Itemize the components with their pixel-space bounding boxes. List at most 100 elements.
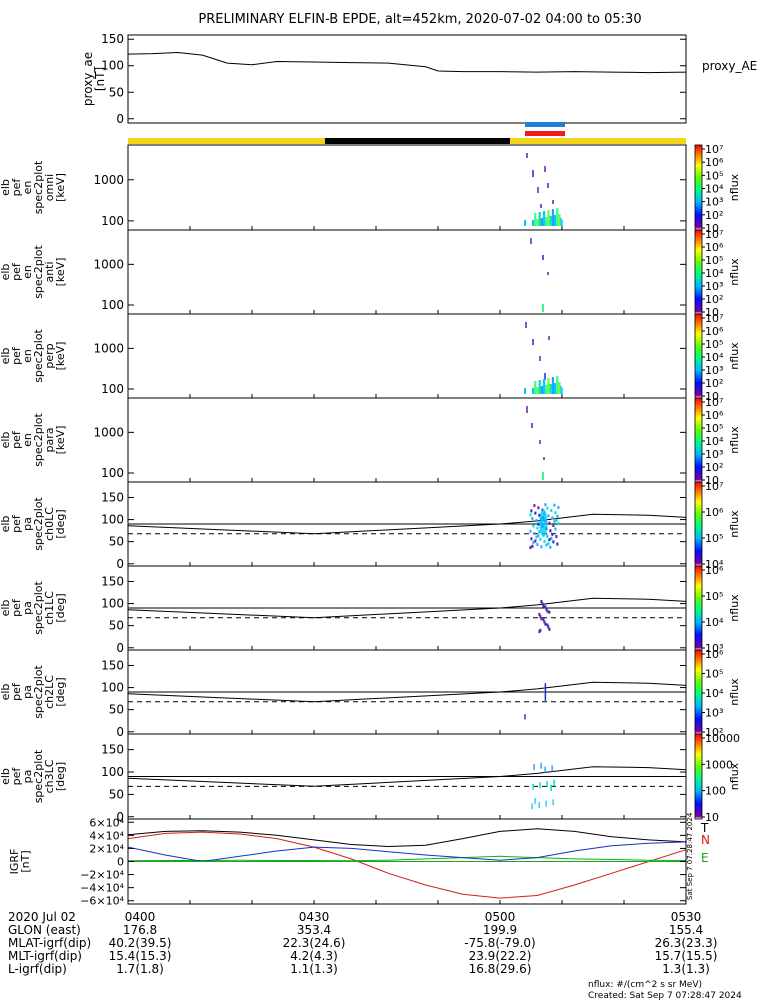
panel-ch2LC: 0 50 100 150 elbpefpaspec2plotch2LC[deg] 10² 1… bbox=[0, 648, 741, 739]
igrf-legend-letter: E bbox=[701, 851, 709, 865]
colorbar-tick-label: 10 bbox=[705, 222, 719, 235]
panel-ylabel-line: [keV] bbox=[54, 173, 67, 202]
spectrum-cell bbox=[536, 387, 539, 394]
y-tick-label: −6×10⁴ bbox=[80, 895, 124, 908]
colorbar-tick-label: 10⁶ bbox=[705, 156, 724, 169]
colorbar-tick-label: 10⁵ bbox=[705, 532, 723, 545]
col1-glon: 353.4 bbox=[297, 923, 331, 937]
y-tick-label: 1000 bbox=[93, 173, 124, 187]
col2-glon: 199.9 bbox=[483, 923, 517, 937]
panel-omni: 1001000elbpefenspec2plotomni[keV]1010²10… bbox=[0, 143, 741, 235]
pitch-angle-cell bbox=[529, 546, 532, 550]
spectrum-cell bbox=[547, 378, 550, 394]
pitch-angle-cell bbox=[544, 605, 547, 609]
x-label-date: 2020 Jul 02 bbox=[8, 910, 76, 924]
colorbar-tick-label: 10³ bbox=[705, 448, 723, 461]
spectrum-cell bbox=[549, 384, 552, 394]
science-zone-red bbox=[525, 131, 565, 136]
colorbar-tick-label: 10³ bbox=[705, 707, 723, 720]
panel-ylabel-line: anti bbox=[43, 261, 56, 282]
col2-time: 0500 bbox=[485, 910, 516, 924]
y-tick-label: 50 bbox=[109, 535, 124, 549]
col3-mlt: 15.7(15.5) bbox=[655, 949, 718, 963]
y-tick-label: 50 bbox=[109, 619, 124, 633]
shadow-bar bbox=[325, 138, 510, 144]
colorbar-tick-label: 10³ bbox=[705, 364, 723, 377]
pitch-angle-cell bbox=[553, 520, 556, 524]
pitch-angle-cell bbox=[537, 522, 540, 526]
spectrum-cell bbox=[558, 382, 561, 394]
col1-time: 0430 bbox=[299, 910, 330, 924]
panel-frame bbox=[127, 397, 687, 483]
panel-ylabel-line: pef bbox=[10, 767, 23, 786]
spectrum-cell bbox=[551, 377, 554, 394]
colorbar bbox=[694, 397, 703, 483]
spectrum-cell bbox=[556, 376, 559, 394]
y-tick-label: 100 bbox=[101, 597, 124, 611]
pitch-angle-cell bbox=[530, 537, 533, 541]
spectrum-cell bbox=[524, 388, 526, 394]
pitch-angle-cell bbox=[540, 762, 542, 769]
panel-ylabel-line: spec2plot bbox=[32, 665, 45, 719]
panel-para: 1001000elbpefenspec2plotpara[keV]1010²10… bbox=[0, 396, 741, 487]
colorbar-tick-label: 10⁷ bbox=[705, 228, 723, 241]
spectrum-cell bbox=[532, 220, 535, 226]
igrf-legend-letter: T bbox=[700, 821, 709, 835]
x-label-mlt: MLT-igrf(dip) bbox=[8, 949, 82, 963]
panel-frame bbox=[127, 144, 687, 231]
ae-ylabel-line: proxy_ae bbox=[81, 52, 95, 106]
col0-glon: 176.8 bbox=[123, 923, 157, 937]
pitch-angle-cell bbox=[535, 519, 538, 523]
panel-ylabel: elbpefpaspec2plotch3LC[deg] bbox=[0, 749, 67, 803]
panel-ylabel-line: [deg] bbox=[54, 509, 67, 538]
pitch-angle-cell bbox=[542, 604, 545, 608]
panel-ylabel-line: en bbox=[21, 181, 34, 195]
panel-ylabel-line: elb bbox=[0, 600, 12, 617]
colorbar-tick-label: 10⁵ bbox=[705, 169, 723, 182]
pitch-angle-cell bbox=[546, 780, 548, 787]
panel-ylabel: elbpefenspec2plotpara[keV] bbox=[0, 413, 67, 467]
pitch-angle-cell bbox=[534, 511, 537, 515]
y-tick-label: 100 bbox=[101, 298, 124, 312]
pitch-angle-cell bbox=[529, 529, 532, 533]
pitch-angle-cell bbox=[531, 803, 533, 810]
pitch-angle-cell bbox=[556, 514, 559, 518]
spectrum-cell bbox=[532, 388, 535, 394]
colorbar-tick-label: 10⁷ bbox=[705, 480, 723, 493]
pitch-angle-core bbox=[539, 509, 548, 538]
colorbar-tick-label: 10² bbox=[705, 209, 723, 222]
colorbar-tick-label: 10² bbox=[705, 461, 723, 474]
y-tick-label: 0 bbox=[116, 641, 124, 655]
colorbar-tick-label: 10³ bbox=[705, 196, 723, 209]
y-tick-label: 150 bbox=[101, 574, 124, 588]
pitch-angle-cell bbox=[543, 539, 546, 543]
panel-ylabel-line: pa bbox=[21, 685, 34, 699]
igrf-line bbox=[127, 828, 687, 848]
col3-l: 1.3(1.3) bbox=[662, 962, 710, 976]
pitch-angle-cell bbox=[555, 535, 558, 539]
colorbar-tick-label: 10⁶ bbox=[705, 409, 724, 422]
units-footnote: nflux: #/(cm^2 s sr MeV) bbox=[588, 980, 702, 990]
y-tick-label: 150 bbox=[101, 743, 124, 757]
pitch-angle-cell bbox=[548, 610, 551, 614]
spectrum-cell bbox=[558, 214, 561, 226]
colorbar-tick-label: 10⁵ bbox=[705, 590, 723, 603]
pitch-angle-cell bbox=[542, 618, 545, 622]
panel-ylabel-line: spec2plot bbox=[32, 245, 45, 299]
panel-ylabel: IGRF[nT] bbox=[8, 849, 32, 875]
pitch-angle-cell bbox=[534, 539, 537, 543]
created-footnote: Created: Sat Sep 7 07:28:47 2024 bbox=[588, 991, 742, 1000]
col1-l: 1.1(1.3) bbox=[290, 962, 338, 976]
y-tick-label: 100 bbox=[101, 765, 124, 779]
spectrum-cell bbox=[543, 211, 546, 226]
panel-ylabel-line: elb bbox=[0, 768, 12, 785]
x-label-l: L-igrf(dip) bbox=[8, 962, 67, 976]
y-tick-label: 50 bbox=[109, 787, 124, 801]
pitch-angle-cell bbox=[554, 511, 557, 515]
spectrum-cell bbox=[547, 210, 550, 226]
spectrum-cell bbox=[560, 218, 562, 226]
pitch-angle-cell bbox=[539, 537, 542, 541]
pitch-angle-cell bbox=[547, 625, 550, 629]
pitch-angle-cell bbox=[537, 534, 540, 538]
panel-frame bbox=[127, 229, 687, 315]
